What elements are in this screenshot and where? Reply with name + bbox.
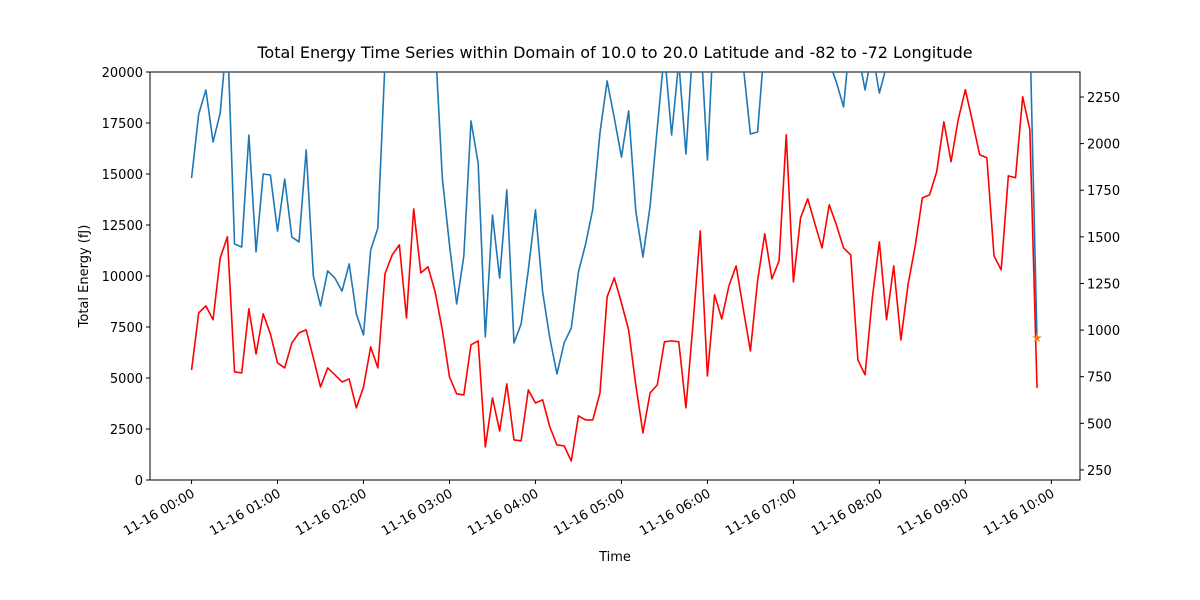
y-tick-label: 2500 <box>110 423 143 438</box>
plot-area <box>190 72 1038 462</box>
y-tick-label: 12500 <box>102 219 143 234</box>
y2-tick-label: 1000 <box>1087 324 1120 339</box>
y2-tick-label: 250 <box>1087 464 1112 479</box>
x-tick-label: 11-16 10:00 <box>981 486 1057 539</box>
y2-tick-label: 750 <box>1087 371 1112 386</box>
x-tick-label: 11-16 00:00 <box>121 486 197 539</box>
star-marker <box>1032 333 1042 343</box>
y-tick-label: 15000 <box>102 168 143 183</box>
chart-title: Total Energy Time Series within Domain o… <box>256 43 972 62</box>
plot-frame <box>149 71 1081 481</box>
x-tick-label: 11-16 02:00 <box>293 486 369 539</box>
y-tick-label: 7500 <box>110 321 143 336</box>
x-tick-label: 11-16 08:00 <box>809 486 885 539</box>
x-tick-label: 11-16 09:00 <box>895 486 971 539</box>
y-tick-label: 5000 <box>110 372 143 387</box>
x-tick-label: 11-16 07:00 <box>723 486 799 539</box>
y-tick-label: 0 <box>135 474 143 489</box>
series-line <box>190 88 1038 462</box>
x-tick-label: 11-16 01:00 <box>207 486 283 539</box>
y2-tick-label: 1500 <box>1087 231 1120 246</box>
y-tick-label: 20000 <box>102 66 143 81</box>
y2-tick-label: 2250 <box>1087 91 1120 106</box>
series-line <box>190 72 1038 375</box>
y-tick-label: 10000 <box>102 270 143 285</box>
y2-tick-label: 1250 <box>1087 277 1120 292</box>
x-tick-label: 11-16 04:00 <box>465 486 541 539</box>
y2-tick-label: 1750 <box>1087 184 1120 199</box>
x-tick-label: 11-16 06:00 <box>637 486 713 539</box>
x-tick-label: 11-16 03:00 <box>379 486 455 539</box>
y2-tick-label: 2000 <box>1087 138 1120 153</box>
y-tick-label: 17500 <box>102 117 143 132</box>
x-axis-label: Time <box>598 550 631 565</box>
y-axis-label: Total Energy (fJ) <box>77 225 92 329</box>
x-tick-label: 11-16 05:00 <box>551 486 627 539</box>
y2-tick-label: 500 <box>1087 417 1112 432</box>
